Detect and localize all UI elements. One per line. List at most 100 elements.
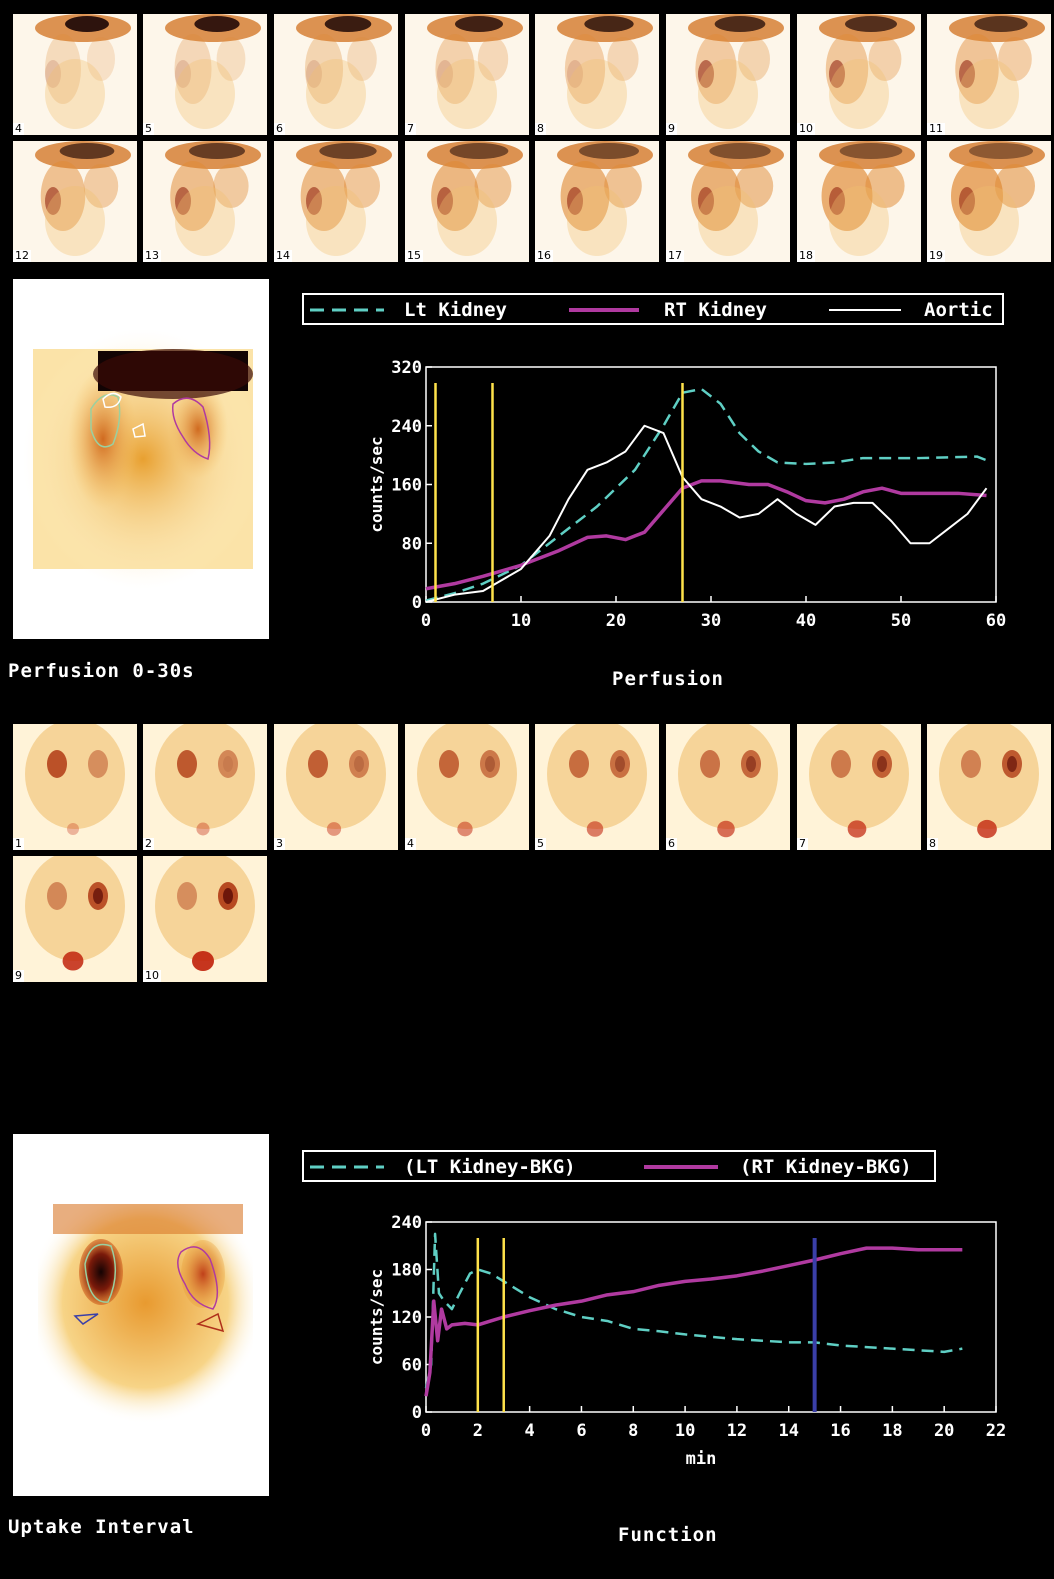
perfusion-frame-number: 15 <box>405 249 423 262</box>
uptake-summary-image <box>13 1134 269 1496</box>
legend-lt-kidney: Lt Kidney <box>404 299 507 321</box>
perfusion-frame-number: 8 <box>535 122 546 135</box>
function-chart: 0 60 120 180 240 0 2 4 6 8 10 12 14 16 18 20 22 counts/se… <box>367 1213 1006 1469</box>
series-line-rt-kidney <box>425 479 987 591</box>
x-tick-label: 4 <box>525 1421 535 1441</box>
perfusion-chart-caption: Perfusion <box>612 668 724 690</box>
roi-bkg-right <box>195 1312 225 1333</box>
uptake-frame-image <box>143 856 267 982</box>
y-tick-label: 240 <box>391 417 422 437</box>
perfusion-frame-number: 17 <box>666 249 684 262</box>
perfusion-frame-image <box>666 141 790 262</box>
legend-rt-kidney: RT Kidney <box>664 299 767 321</box>
roi-right-kidney <box>171 397 211 460</box>
y-axis-label: counts/sec <box>367 1269 386 1365</box>
perfusion-left-caption: Perfusion 0-30s <box>8 660 195 682</box>
perfusion-frame-image <box>535 14 659 135</box>
perfusion-frame-image <box>143 141 267 262</box>
uptake-frame: 3 <box>274 724 398 850</box>
perfusion-frame: 17 <box>666 141 790 262</box>
x-tick-label: 10 <box>511 611 531 631</box>
x-tick-label: 40 <box>796 611 816 631</box>
y-tick-label: 80 <box>402 534 422 554</box>
roi-left-kidney-uptake <box>84 1243 117 1303</box>
x-tick-label: 18 <box>882 1421 902 1441</box>
y-axis-label: counts/sec <box>367 436 386 532</box>
uptake-frame: 10 <box>143 856 267 982</box>
uptake-frame-number: 1 <box>13 837 24 850</box>
perfusion-frame: 14 <box>274 141 398 262</box>
uptake-frame: 6 <box>666 724 790 850</box>
function-legend: (LT Kidney-BKG) (RT Kidney-BKG) <box>302 1150 936 1182</box>
legend-rt-kidney-bkg: (RT Kidney-BKG) <box>740 1156 912 1178</box>
uptake-frame: 7 <box>797 724 921 850</box>
perfusion-frame-image <box>405 141 529 262</box>
perfusion-frame: 7 <box>405 14 529 135</box>
x-tick-label: 30 <box>701 611 721 631</box>
perfusion-frame: 4 <box>13 14 137 135</box>
perfusion-legend-swatches <box>310 308 901 312</box>
perfusion-frame-number: 11 <box>927 122 945 135</box>
perfusion-frame: 10 <box>797 14 921 135</box>
perfusion-frame-number: 12 <box>13 249 31 262</box>
perfusion-frame: 13 <box>143 141 267 262</box>
x-tick-label: 60 <box>986 611 1006 631</box>
perfusion-summary-image <box>13 279 269 639</box>
perfusion-frame-image <box>405 14 529 135</box>
perfusion-frame: 16 <box>535 141 659 262</box>
x-tick-label: 20 <box>606 611 626 631</box>
series-line-aortic <box>425 424 988 603</box>
perfusion-frame-number: 9 <box>666 122 677 135</box>
uptake-frame-number: 4 <box>405 837 416 850</box>
series-line-lt-kidney <box>425 387 987 602</box>
roi-left-kidney <box>90 394 121 448</box>
uptake-left-caption: Uptake Interval <box>8 1516 195 1538</box>
roi-aortic <box>102 392 122 409</box>
uptake-frame-image <box>927 724 1051 850</box>
perfusion-frame: 12 <box>13 141 137 262</box>
uptake-frame-number: 2 <box>143 837 154 850</box>
uptake-frame: 1 <box>13 724 137 850</box>
perfusion-frame-number: 14 <box>274 249 292 262</box>
uptake-frame-number: 9 <box>13 969 24 982</box>
y-tick-label: 0 <box>412 593 422 613</box>
function-chart-caption: Function <box>618 1524 718 1546</box>
perfusion-frame-number: 19 <box>927 249 945 262</box>
perfusion-frame: 11 <box>927 14 1051 135</box>
perfusion-legend: Lt Kidney RT Kidney Aortic <box>302 293 1004 325</box>
perfusion-frame-number: 18 <box>797 249 815 262</box>
perfusion-frame-image <box>927 14 1051 135</box>
x-tick-label: 0 <box>421 1421 431 1441</box>
x-tick-label: 2 <box>473 1421 483 1441</box>
x-tick-label: 16 <box>830 1421 850 1441</box>
x-axis-label: min <box>686 1449 717 1469</box>
uptake-summary-svg <box>38 1204 253 1424</box>
perfusion-frame-image <box>797 14 921 135</box>
perfusion-summary-svg <box>23 329 263 589</box>
roi-bkg <box>132 422 146 438</box>
perfusion-frame: 5 <box>143 14 267 135</box>
uptake-frame: 2 <box>143 724 267 850</box>
roi-right-kidney-uptake <box>177 1246 219 1310</box>
perfusion-frame-image <box>927 141 1051 262</box>
uptake-frame-image <box>797 724 921 850</box>
perfusion-frame-number: 5 <box>143 122 154 135</box>
perfusion-frame: 15 <box>405 141 529 262</box>
x-tick-label: 8 <box>628 1421 638 1441</box>
legend-lt-kidney-bkg: (LT Kidney-BKG) <box>404 1156 576 1178</box>
uptake-frame: 9 <box>13 856 137 982</box>
perfusion-chart: 0 80 160 240 320 0 10 20 30 40 50 60 counts/sec <box>367 358 1006 631</box>
uptake-frame-number: 8 <box>927 837 938 850</box>
perfusion-frame-image <box>13 141 137 262</box>
y-tick-label: 180 <box>391 1261 422 1281</box>
uptake-frame-number: 6 <box>666 837 677 850</box>
roi-bkg-left <box>73 1313 99 1325</box>
x-tick-label: 14 <box>778 1421 798 1441</box>
perfusion-frame-image <box>274 14 398 135</box>
uptake-frame: 8 <box>927 724 1051 850</box>
uptake-frame: 5 <box>535 724 659 850</box>
uptake-frame-number: 7 <box>797 837 808 850</box>
perfusion-frame: 6 <box>274 14 398 135</box>
uptake-frame-image <box>13 856 137 982</box>
uptake-frame-image <box>666 724 790 850</box>
